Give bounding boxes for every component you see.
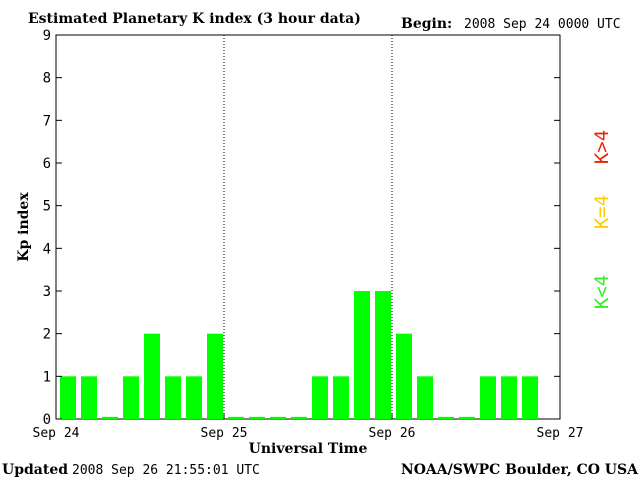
kp-bar xyxy=(123,376,139,419)
kp-bar xyxy=(312,376,328,419)
y-tick-label: 6 xyxy=(43,156,51,172)
y-tick-label: 0 xyxy=(43,412,51,428)
chart-title: Estimated Planetary K index (3 hour data… xyxy=(28,11,361,27)
kp-bar xyxy=(81,376,97,419)
kp-bar xyxy=(396,333,412,419)
kp-bar xyxy=(270,416,286,419)
kp-bar xyxy=(459,416,475,419)
kp-bar xyxy=(165,376,181,419)
kp-bar xyxy=(60,376,76,419)
y-tick-label: 7 xyxy=(43,113,51,129)
y-tick-label: 1 xyxy=(43,369,51,385)
y-axis-ticks: 0 1 2 3 4 5 6 7 8 9 xyxy=(43,28,560,428)
bars xyxy=(60,291,538,419)
y-axis-label: Kp index xyxy=(16,192,32,262)
kp-bar xyxy=(186,376,202,419)
begin-value: 2008 Sep 24 0000 UTC xyxy=(464,17,621,32)
begin-label: Begin: xyxy=(401,16,452,32)
kp-bar xyxy=(249,416,265,419)
plot-frame xyxy=(55,34,561,420)
legend-item: K>4 xyxy=(591,130,613,164)
kp-bar xyxy=(375,291,391,419)
x-tick-label: Sep 26 xyxy=(369,426,416,441)
kp-bar xyxy=(291,416,307,419)
kp-bar xyxy=(144,333,160,419)
y-tick-label: 3 xyxy=(43,284,51,300)
y-tick-label: 9 xyxy=(43,28,51,44)
kp-bar xyxy=(501,376,517,419)
legend-item: K=4 xyxy=(591,195,613,229)
legend-item: K<4 xyxy=(591,275,613,309)
credit: NOAA/SWPC Boulder, CO USA xyxy=(401,462,639,478)
kp-bar xyxy=(228,416,244,419)
updated-value: 2008 Sep 26 21:55:01 UTC xyxy=(72,463,260,478)
y-tick-label: 5 xyxy=(43,199,51,215)
day-separators xyxy=(223,35,393,419)
x-tick-label: Sep 25 xyxy=(201,426,248,441)
updated-label: Updated xyxy=(2,462,68,478)
kp-bar xyxy=(333,376,349,419)
kp-bar xyxy=(480,376,496,419)
y-tick-label: 8 xyxy=(43,71,51,87)
x-tick-label: Sep 27 xyxy=(537,426,584,441)
x-tick-label: Sep 24 xyxy=(33,426,80,441)
kp-bar xyxy=(438,416,454,419)
y-tick-label: 2 xyxy=(43,327,51,343)
legend: K<4 K=4 K>4 xyxy=(591,130,613,309)
x-axis-ticks: Sep 24 Sep 25 Sep 26 Sep 27 xyxy=(33,413,584,441)
kp-bar xyxy=(102,416,118,419)
y-tick-label: 4 xyxy=(43,241,51,257)
kp-bar xyxy=(354,291,370,419)
kp-bar xyxy=(417,376,433,419)
kp-bar xyxy=(522,376,538,419)
x-axis-label: Universal Time xyxy=(249,441,368,457)
kp-bar xyxy=(207,333,223,419)
